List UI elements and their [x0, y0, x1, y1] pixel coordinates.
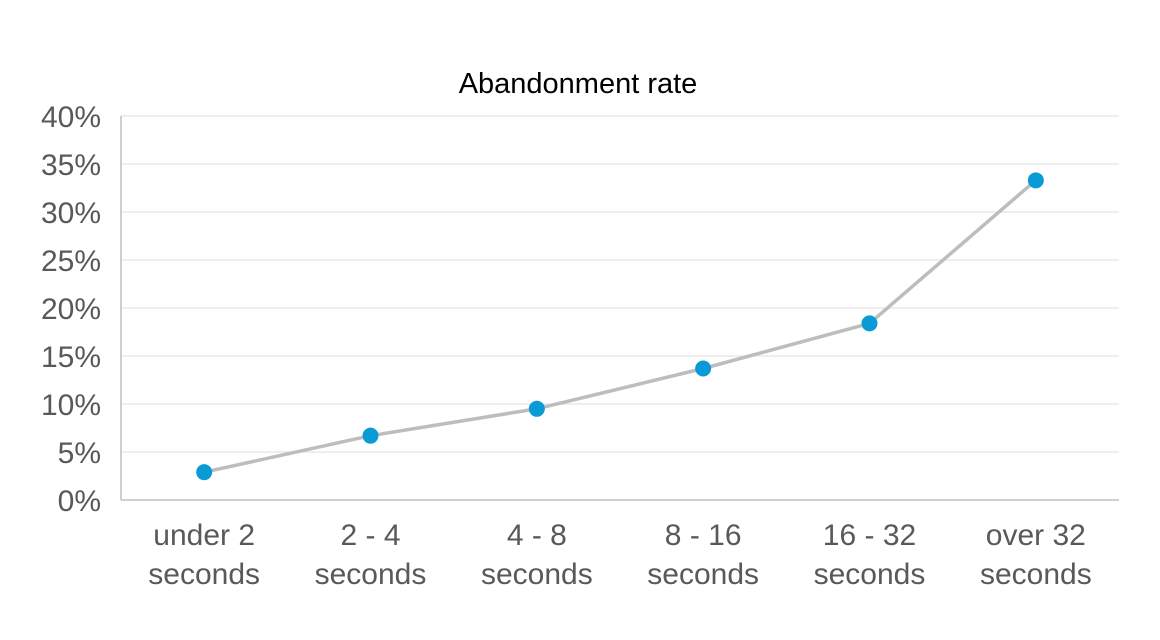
- x-tick-label-1: 2 - 4 seconds: [315, 519, 427, 591]
- chart-title: Abandonment rate: [459, 68, 698, 100]
- x-tick-label-5-line-1: seconds: [980, 558, 1092, 591]
- y-tick-label-4: 20%: [41, 293, 101, 326]
- x-tick-label-5: over 32 seconds: [980, 519, 1092, 591]
- x-tick-label-5-line-0: over 32: [986, 519, 1086, 552]
- data-point-4: [861, 315, 878, 332]
- data-point-0: [196, 464, 213, 481]
- x-tick-label-4: 16 - 32 seconds: [814, 519, 926, 591]
- x-tick-label-2-line-0: 4 - 8: [507, 519, 567, 552]
- data-point-2: [528, 400, 545, 417]
- data-point-3: [695, 360, 712, 377]
- series-layer: [196, 172, 1044, 481]
- series-line-0: [203, 178, 1037, 474]
- y-tick-label-5: 25%: [41, 245, 101, 278]
- x-tick-label-4-line-1: seconds: [814, 558, 926, 591]
- x-tick-label-0-line-0: under 2: [153, 519, 255, 552]
- y-tick-label-0: 0%: [58, 485, 101, 518]
- y-tick-label-2: 10%: [41, 389, 101, 422]
- x-tick-label-3: 8 - 16 seconds: [647, 519, 759, 591]
- x-tick-label-2-line-1: seconds: [481, 558, 593, 591]
- x-tick-label-3-line-0: 8 - 16: [665, 519, 742, 552]
- x-tick-label-0-line-1: seconds: [148, 558, 260, 591]
- x-tick-label-4-line-0: 16 - 32: [823, 519, 916, 552]
- data-point-1: [362, 427, 379, 444]
- x-tick-label-3-line-1: seconds: [647, 558, 759, 591]
- y-tick-label-7: 35%: [41, 149, 101, 182]
- y-tick-label-1: 5%: [58, 437, 101, 470]
- data-point-5: [1027, 172, 1044, 189]
- x-tick-label-0: under 2 seconds: [148, 519, 260, 591]
- axes: [120, 116, 1119, 501]
- x-tick-label-1-line-0: 2 - 4: [340, 519, 400, 552]
- y-tick-label-8: 40%: [41, 101, 101, 134]
- y-tick-label-6: 30%: [41, 197, 101, 230]
- y-axis-tick-labels: 0% 5% 10% 15% 20% 25% 30% 35% 40%: [41, 101, 101, 518]
- y-tick-label-3: 15%: [41, 341, 101, 374]
- x-tick-label-1-line-1: seconds: [315, 558, 427, 591]
- x-tick-label-2: 4 - 8 seconds: [481, 519, 593, 591]
- gridlines: [121, 115, 1119, 453]
